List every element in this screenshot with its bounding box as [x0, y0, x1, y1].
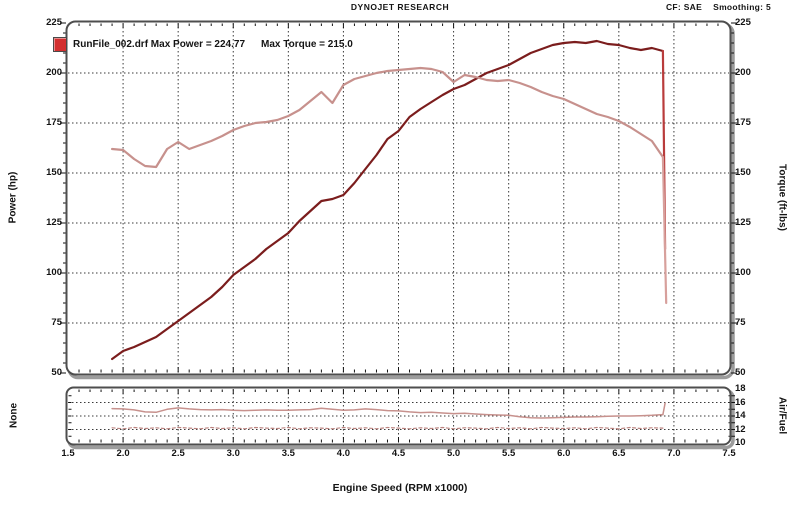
torque-axis-tick-label: 150 [735, 167, 751, 178]
engine-speed-tick-label: 4.5 [391, 448, 406, 459]
torque-axis-tick-label: 100 [735, 267, 751, 278]
air-fuel-axis-title: Air/Fuel [776, 396, 788, 435]
power-axis-tick-label: 225 [46, 17, 62, 28]
lower-left-channel-title: None [8, 403, 20, 428]
torque-ftlbs-curve [110, 66, 665, 169]
power-axis-tick-label: 200 [46, 67, 62, 78]
torque-axis-tick-label: 200 [735, 67, 751, 78]
engine-speed-tick-label: 7.5 [722, 448, 736, 459]
engine-speed-tick-label: 5.5 [502, 448, 516, 459]
power-axis-tick-label: 150 [46, 167, 62, 178]
air-fuel-axis-tick-label: 16 [735, 396, 746, 408]
engine-speed-tick-label: 2.5 [171, 448, 185, 459]
correction-factor-label: CF: SAE [665, 2, 703, 12]
baseline-noise-trace-curve [111, 426, 664, 430]
engine-speed-tick-label: 6.0 [557, 448, 571, 459]
power-hp-curve [110, 39, 665, 361]
power-axis-title: Power (hp) [7, 171, 19, 224]
run-color-swatch [53, 37, 67, 52]
power-axis-tick-label: 125 [46, 217, 62, 228]
power-axis-tick-label: 175 [46, 117, 62, 128]
engine-speed-axis-title: Engine Speed (RPM x1000) [332, 482, 468, 494]
torque-axis-tick-label: 75 [735, 317, 746, 328]
air-fuel-axis-tick-label: 14 [735, 410, 746, 421]
air-fuel-end-spike-curve [662, 402, 666, 416]
power-axis-tick-label: 100 [46, 267, 62, 278]
engine-speed-tick-label: 5.0 [446, 448, 461, 459]
run-settings: CF: SAE Smoothing: 5 [666, 2, 771, 12]
engine-speed-tick-label: 4.0 [336, 448, 351, 459]
air-fuel-ratio-curve [111, 407, 664, 419]
air-fuel-axis-tick-label: 18 [735, 383, 746, 394]
engine-speed-tick-label: 6.5 [612, 448, 626, 459]
air-fuel-axis-tick-label: 12 [735, 423, 746, 435]
smoothing-label: Smoothing: 5 [713, 2, 771, 12]
engine-speed-tick-label: 3.5 [281, 448, 295, 459]
app-brand-title: DYNOJET RESEARCH [350, 2, 450, 12]
engine-speed-tick-label: 2.0 [116, 448, 130, 459]
engine-speed-tick-label: 3.0 [226, 448, 240, 459]
engine-speed-tick-label: 7.0 [667, 448, 681, 459]
run-file-max-power-label: RunFile_002.drf Max Power = 224.77 [73, 39, 246, 50]
air-fuel-axis-tick-label: 10 [735, 437, 746, 448]
torque-axis-title: Torque (ft-lbs) [776, 163, 788, 232]
torque-runout-drop-curve [661, 155, 668, 305]
power-axis-tick-label: 50 [51, 367, 62, 378]
max-torque-label: Max Torque = 215.0 [261, 39, 353, 50]
torque-axis-tick-label: 50 [735, 367, 746, 378]
engine-speed-tick-label: 1.5 [61, 448, 75, 459]
torque-axis-tick-label: 175 [735, 117, 751, 128]
power-axis-tick-label: 75 [51, 317, 62, 328]
torque-axis-tick-label: 125 [735, 217, 751, 228]
run-legend: RunFile_002.drf Max Power = 224.77 Max T… [53, 37, 353, 52]
torque-axis-tick-label: 225 [735, 17, 751, 28]
